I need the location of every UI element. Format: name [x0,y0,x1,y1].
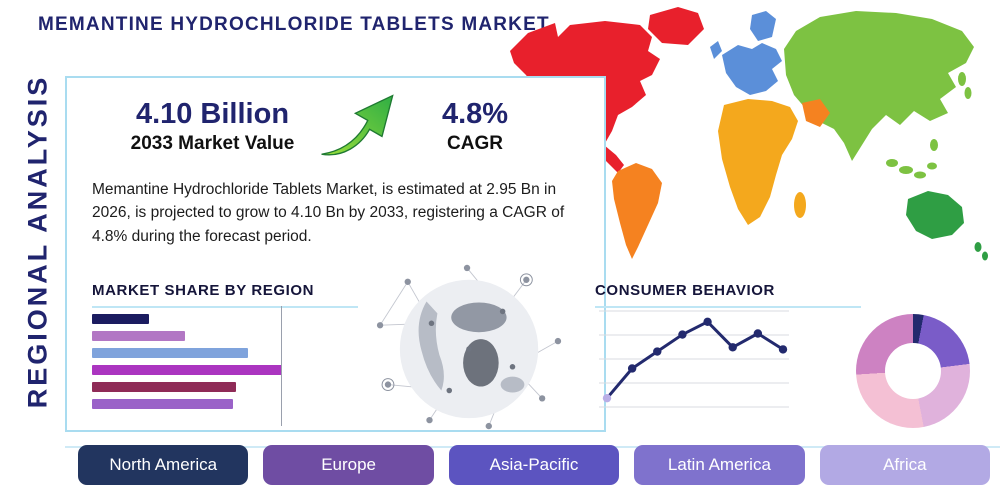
market-share-bar-2 [92,348,248,358]
bar-chart-axis-line [281,306,282,426]
market-share-bar-chart [92,314,282,416]
line-point-0 [602,393,612,403]
region-buttons-row: North America Europe Asia-Pacific Latin Ame… [78,445,991,485]
region-button-north-america[interactable]: North America [78,445,249,485]
donut-hole [885,343,941,399]
cagr-label: CAGR [447,133,503,154]
market-share-bar-0 [92,314,149,324]
world-map [510,7,988,261]
line-point-2 [653,347,662,356]
continent-africa [718,99,798,225]
continent-europe [722,43,782,95]
market-value-label: 2033 Market Value [130,133,295,154]
region-uk [710,41,722,59]
market-share-bar-3 [92,365,282,375]
region-button-asia-pacific[interactable]: Asia-Pacific [448,445,620,485]
line-point-1 [627,364,637,373]
region-japan [958,72,972,99]
page-title: MEMANTINE HYDROCHLORIDE TABLETS MARKET [38,14,550,35]
region-se-asia-islands [886,139,938,179]
network-nodes [376,264,562,430]
regional-distribution-donut-chart [856,314,970,428]
region-button-africa[interactable]: Africa [819,445,991,485]
market-share-bar-4 [92,382,237,392]
market-share-section-title: MARKET SHARE BY REGION [92,282,358,308]
line-point-5 [728,343,737,352]
region-middle-east [802,99,830,127]
cagr-value: 4.8% [441,98,509,130]
cagr-stat: 4.8% CAGR [415,98,535,155]
line-point-6 [753,329,763,338]
continent-south-america [612,163,662,259]
side-label-regional-analysis: REGIONAL ANALYSIS [22,74,53,409]
consumer-behavior-line-chart [599,310,789,408]
region-scandinavia [750,11,776,41]
region-madagascar [794,192,806,218]
globe-landmasses [418,301,525,393]
market-share-bar-1 [92,331,186,341]
line-point-3 [678,330,687,339]
market-value-stat: 4.10 Billion 2033 Market Value [95,98,330,155]
consumer-behavior-section-title: CONSUMER BEHAVIOR [595,282,861,308]
market-share-bar-5 [92,399,233,409]
continent-asia [784,11,974,161]
growth-arrow-icon [321,94,394,156]
line-point-7 [778,345,788,354]
region-button-latin-america[interactable]: Latin America [634,445,805,485]
market-value: 4.10 Billion [135,98,290,130]
line-point-4 [703,317,712,327]
region-new-zealand [974,242,988,261]
continent-greenland [648,7,704,45]
globe-network-icon [376,264,562,430]
region-button-europe[interactable]: Europe [263,445,434,485]
market-description: Memantine Hydrochloride Tablets Market, … [92,181,565,245]
continent-australia [906,191,964,239]
